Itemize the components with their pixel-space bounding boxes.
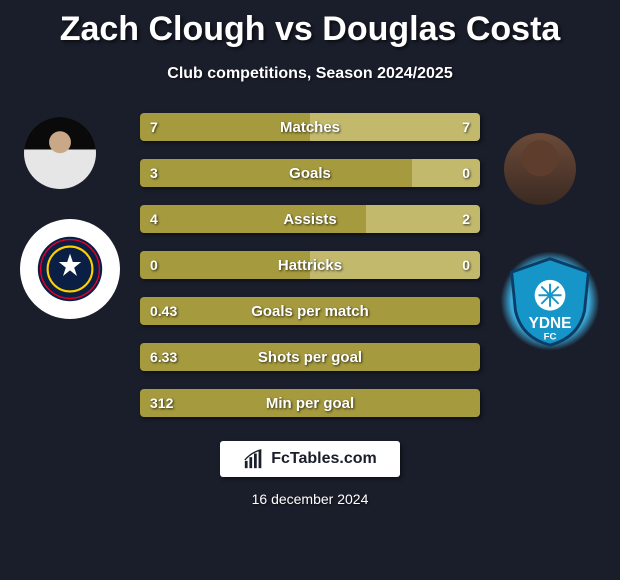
stat-value-right: 0 — [452, 159, 480, 187]
stat-value-left: 0.43 — [140, 297, 187, 325]
sydney-fc-icon: YDNE FC — [502, 253, 598, 349]
branding-text: FcTables.com — [271, 450, 377, 468]
stat-value-right: 7 — [452, 113, 480, 141]
page-date: 16 december 2024 — [0, 491, 620, 507]
stat-row: Matches77 — [140, 113, 480, 141]
svg-text:YDNE: YDNE — [529, 315, 572, 332]
svg-text:FC: FC — [544, 331, 557, 342]
club-left-badge — [20, 219, 120, 319]
adelaide-united-icon — [35, 234, 105, 304]
stat-row: Hattricks00 — [140, 251, 480, 279]
player-left-avatar — [24, 117, 96, 189]
stat-row: Min per goal312 — [140, 389, 480, 417]
stat-value-right: 0 — [452, 251, 480, 279]
page-subtitle: Club competitions, Season 2024/2025 — [0, 65, 620, 83]
stat-value-left: 0 — [140, 251, 168, 279]
stat-row: Shots per goal6.33 — [140, 343, 480, 371]
stat-value-right: 2 — [452, 205, 480, 233]
comparison-area: YDNE FC Matches77Goals30Assists42Hattric… — [0, 113, 620, 417]
stat-value-left: 6.33 — [140, 343, 187, 371]
stat-bar-left — [140, 297, 480, 325]
fctables-logo-icon — [243, 448, 265, 470]
stat-value-left: 7 — [140, 113, 168, 141]
branding-badge: FcTables.com — [220, 441, 400, 477]
stat-bar-left — [140, 205, 366, 233]
stat-row: Assists42 — [140, 205, 480, 233]
stat-row: Goals30 — [140, 159, 480, 187]
stat-value-left: 4 — [140, 205, 168, 233]
stat-value-left: 312 — [140, 389, 183, 417]
page-title: Zach Clough vs Douglas Costa — [0, 0, 620, 49]
stat-bar-left — [140, 343, 480, 371]
stat-row: Goals per match0.43 — [140, 297, 480, 325]
stats-bars: Matches77Goals30Assists42Hattricks00Goal… — [140, 113, 480, 417]
stat-bar-left — [140, 389, 480, 417]
stat-value-left: 3 — [140, 159, 168, 187]
club-right-badge: YDNE FC — [500, 251, 600, 351]
player-right-avatar — [504, 133, 576, 205]
stat-bar-left — [140, 159, 412, 187]
